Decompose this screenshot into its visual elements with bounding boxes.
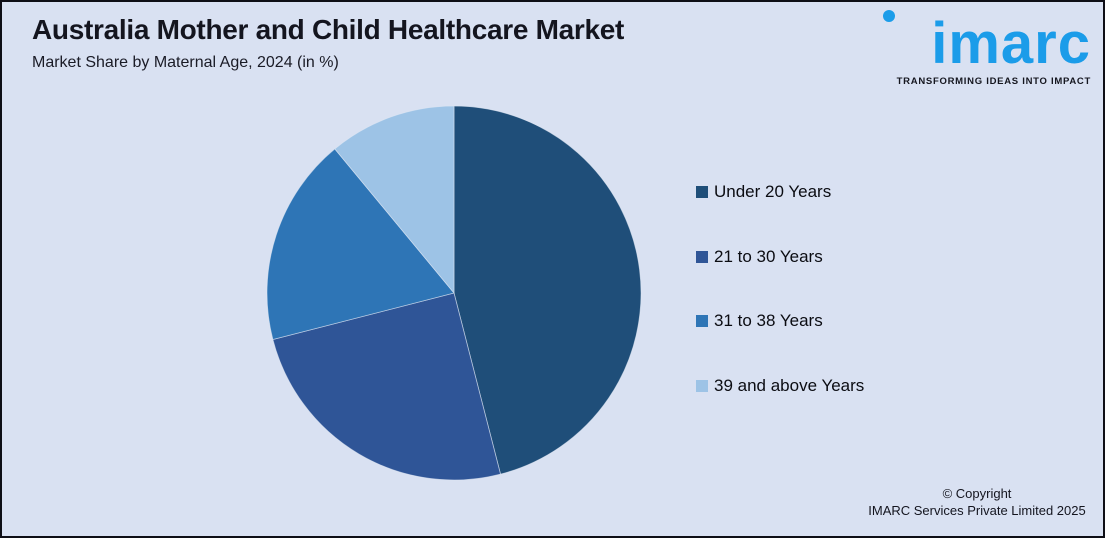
legend-label: 31 to 38 Years: [714, 311, 823, 330]
pie-slice-2: [272, 292, 501, 481]
pie-slice-4: [334, 105, 455, 295]
legend-swatch: [696, 380, 708, 392]
pie-slice-1: [453, 105, 642, 475]
copyright-line2: IMARC Services Private Limited 2025: [868, 503, 1086, 519]
logo-tagline: TRANSFORMING IDEAS INTO IMPACT: [896, 75, 1091, 87]
copyright-line1: © Copyright: [942, 485, 1012, 501]
copyright-notice: © Copyright IMARC Services Private Limit…: [867, 485, 1087, 520]
pie-slice-3: [266, 148, 455, 340]
legend-swatch: [696, 315, 708, 327]
legend-swatch: [696, 186, 708, 198]
legend-item: 21 to 30 Years: [696, 247, 823, 267]
legend-label: 39 and above Years: [714, 376, 865, 395]
logo-dot-icon: [883, 10, 895, 22]
legend-swatch: [696, 251, 708, 263]
legend: Under 20 Years 21 to 30 Years 31 to 38 Y…: [696, 2, 956, 536]
page-subtitle: Market Share by Maternal Age, 2024 (in %…: [32, 54, 339, 71]
legend-label: Under 20 Years: [714, 182, 832, 201]
logo-wordmark: imarc: [931, 11, 1091, 76]
page-title: Australia Mother and Child Healthcare Ma…: [32, 14, 625, 45]
imarc-logo: imarc TRANSFORMING IDEAS INTO IMPACT: [871, 10, 1091, 87]
legend-item: 31 to 38 Years: [696, 311, 823, 331]
legend-label: 21 to 30 Years: [714, 247, 823, 266]
legend-item: 39 and above Years: [696, 376, 864, 396]
legend-item: Under 20 Years: [696, 182, 831, 202]
